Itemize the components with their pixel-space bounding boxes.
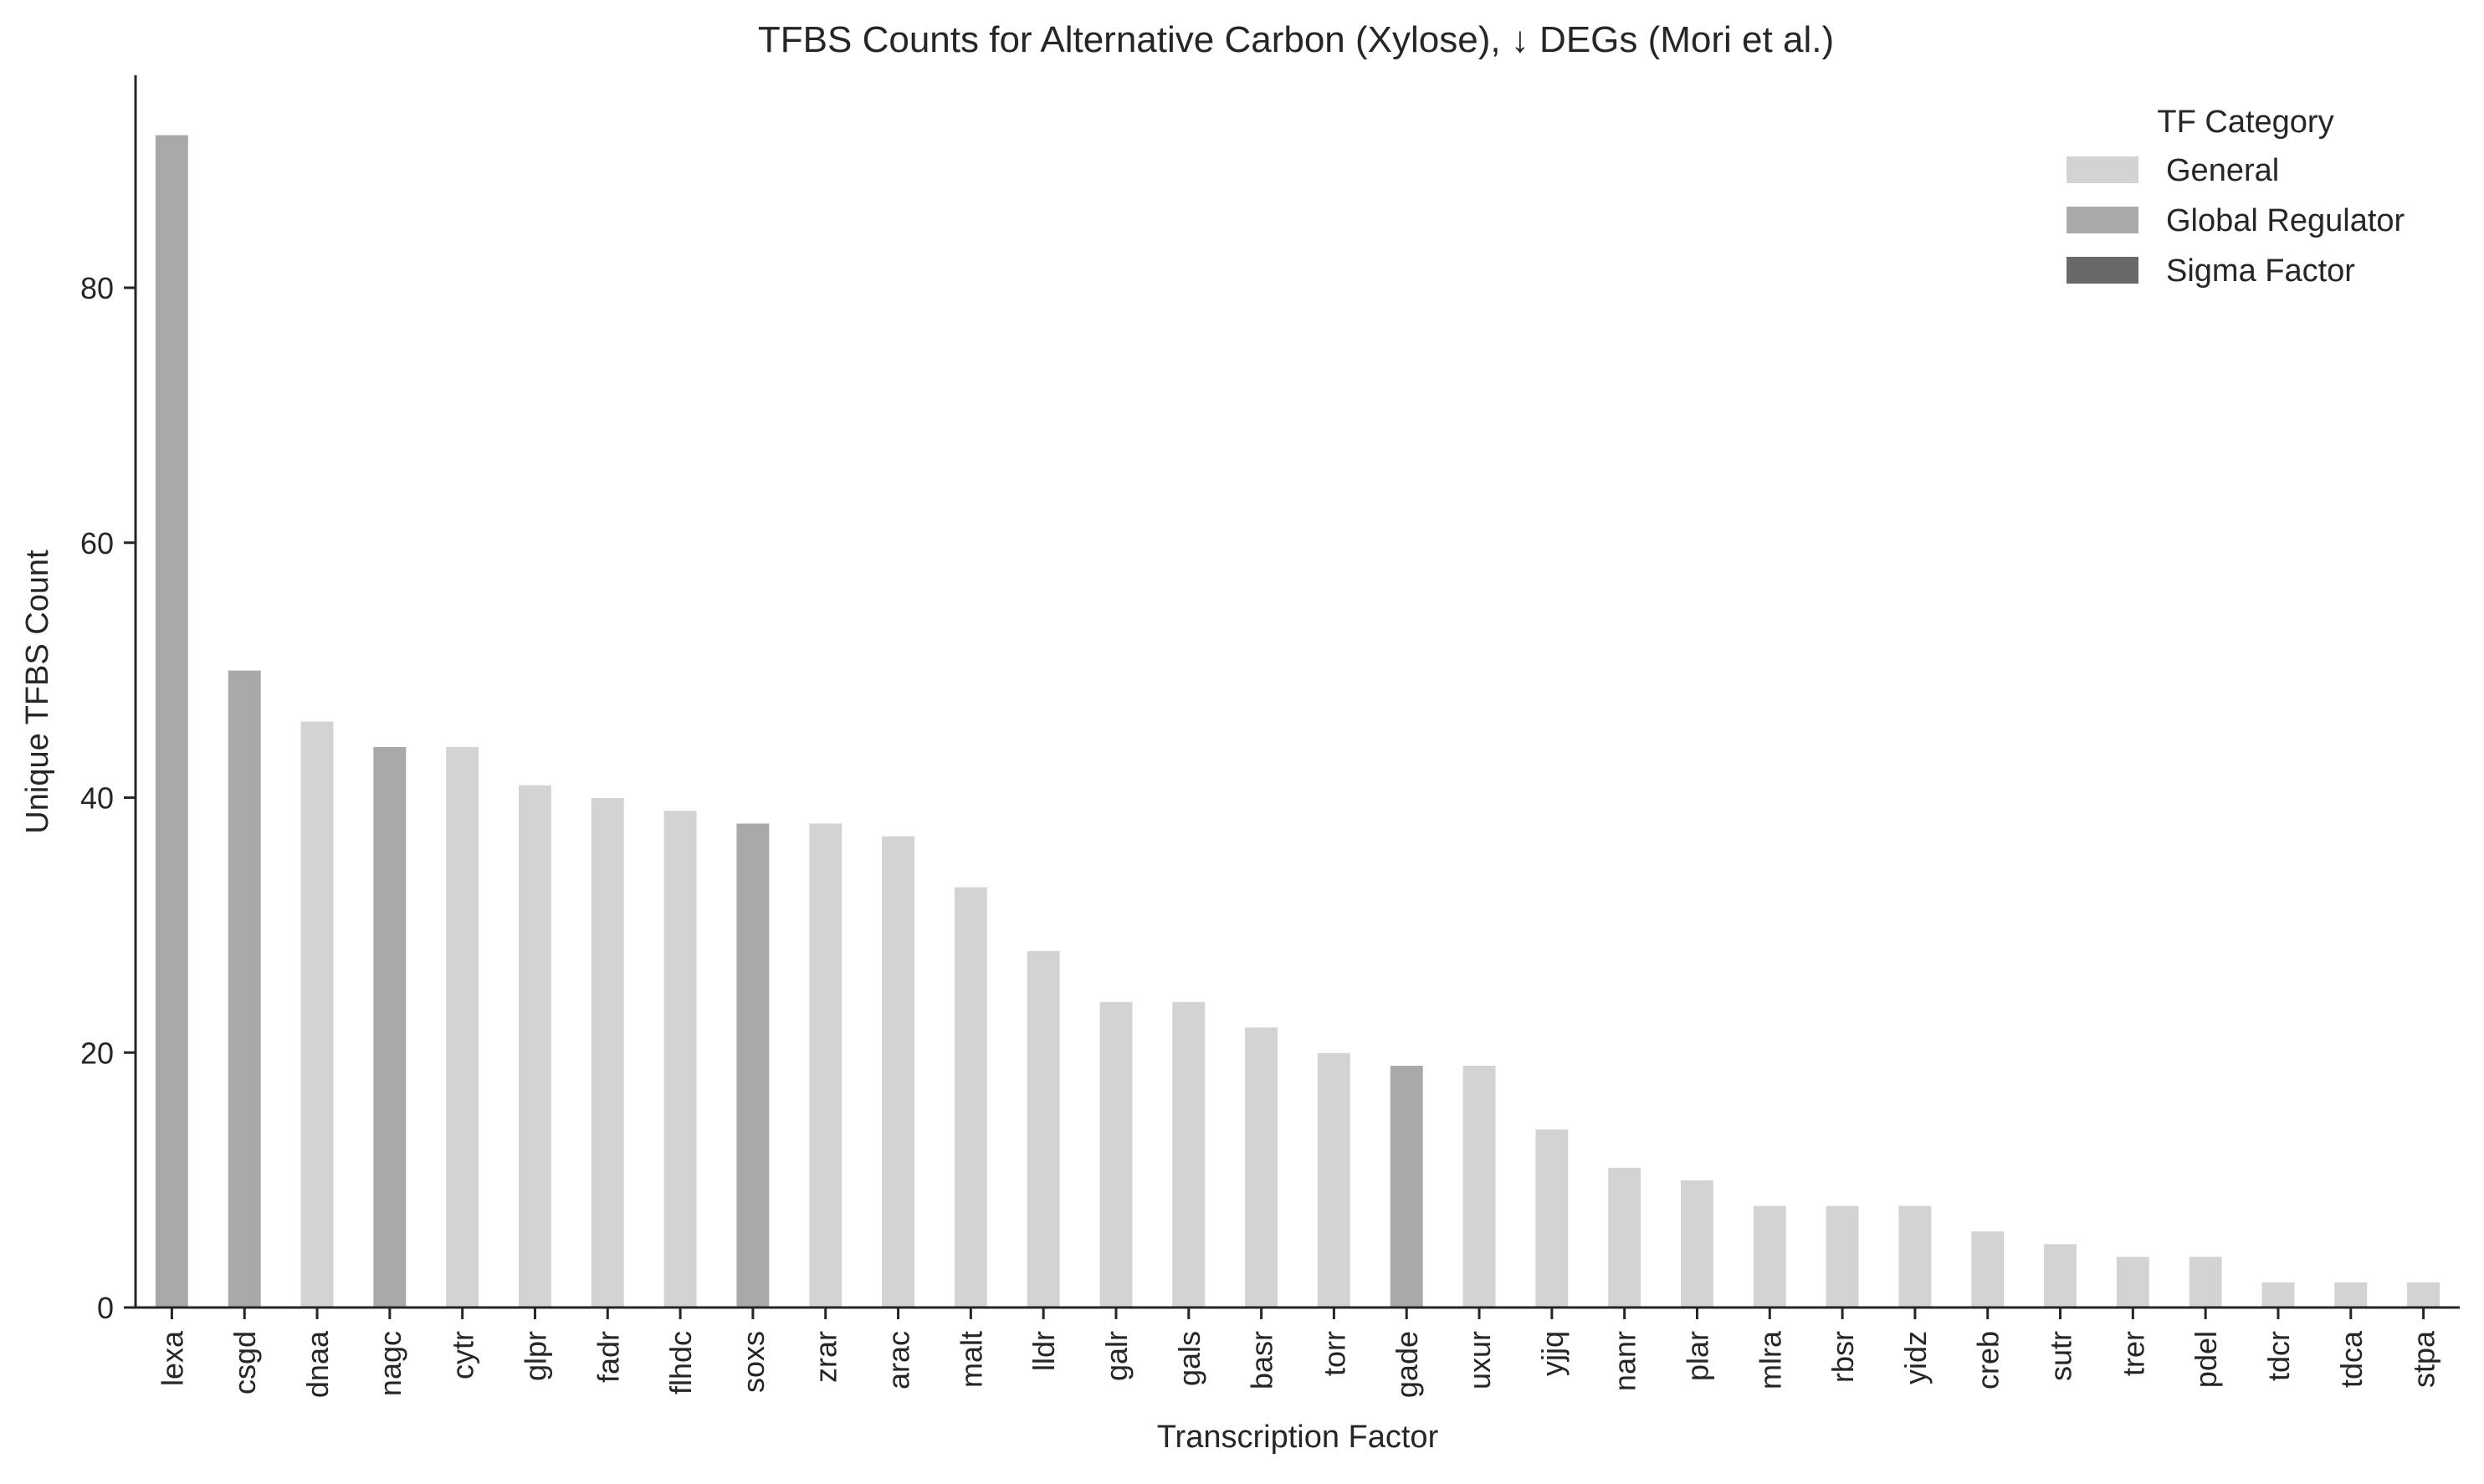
x-tick-label-malt: malt [954, 1331, 988, 1388]
x-tick-label-tdcr: tdcr [2261, 1331, 2296, 1381]
x-tick-label-arac: arac [882, 1331, 916, 1389]
x-tick-label-stpa: stpa [2407, 1330, 2441, 1388]
bars [154, 134, 2441, 1308]
bar-nanr [1607, 1166, 1642, 1308]
bar-pdel [2188, 1256, 2223, 1308]
bar-tdcr [2261, 1282, 2296, 1308]
bar-plar [1680, 1180, 1714, 1308]
axes [134, 75, 2460, 1309]
bar-trer [2115, 1256, 2150, 1308]
x-tick-label-creb: creb [1971, 1331, 2005, 1389]
legend: TF Category General Global Regulator Sigma… [2067, 105, 2405, 289]
x-ticks: lexa csgd dnaa nagc cytr glpr fadr flhdc soxs zra… [155, 1307, 2441, 1398]
bar-zrar [808, 822, 843, 1308]
x-tick-label-uxur: uxur [1462, 1331, 1497, 1389]
y-ticks: 0 20 40 60 80 [80, 271, 136, 1325]
bar-nagc [372, 746, 407, 1308]
x-tick-label-lexa: lexa [155, 1330, 189, 1386]
legend-label: General [2166, 153, 2279, 188]
bar-uxur [1462, 1065, 1497, 1308]
bar-arac [881, 835, 915, 1308]
bar-cytr [445, 746, 480, 1308]
bar-creb [1970, 1231, 2005, 1308]
bar-csgd [227, 669, 262, 1308]
bar-stpa [2406, 1282, 2441, 1308]
x-tick-label-sutr: sutr [2044, 1331, 2078, 1381]
bar-glpr [518, 784, 552, 1308]
legend-swatch [2067, 257, 2138, 284]
bar-lexa [154, 134, 189, 1308]
x-tick-label-torr: torr [1317, 1331, 1351, 1376]
x-tick-label-gals: gals [1172, 1331, 1206, 1386]
bar-tdca [2333, 1282, 2369, 1308]
x-tick-label-basr: basr [1245, 1331, 1279, 1389]
bar-soxs [735, 822, 771, 1308]
x-tick-label-dnaa: dnaa [300, 1330, 335, 1398]
legend-swatch [2067, 156, 2138, 183]
y-tick-label: 60 [80, 526, 114, 560]
bar-flhdc [663, 810, 698, 1308]
bar-galr [1099, 1000, 1134, 1308]
x-axis-label: Transcription Factor [1157, 1420, 1439, 1455]
bar-basr [1244, 1026, 1278, 1308]
bar-yidz [1898, 1205, 1933, 1308]
legend-label: Sigma Factor [2166, 253, 2355, 289]
bar-yjjq [1534, 1128, 1570, 1308]
x-tick-label-gade: gade [1390, 1331, 1424, 1398]
bar-fadr [590, 797, 625, 1308]
legend-label: Global Regulator [2166, 203, 2405, 238]
x-tick-label-nanr: nanr [1608, 1331, 1642, 1391]
x-tick-label-mlra: mlra [1753, 1330, 1787, 1389]
x-tick-label-plar: plar [1681, 1331, 1715, 1381]
bar-mlra [1752, 1205, 1787, 1308]
legend-title: TF Category [2157, 105, 2333, 140]
y-tick-label: 80 [80, 271, 114, 305]
y-tick-label: 0 [97, 1291, 114, 1325]
x-tick-label-pdel: pdel [2189, 1331, 2223, 1388]
x-tick-label-flhdc: flhdc [663, 1331, 698, 1394]
legend-swatch [2067, 207, 2138, 233]
x-tick-label-csgd: csgd [228, 1331, 262, 1394]
x-tick-label-fadr: fadr [591, 1331, 625, 1383]
y-tick-label: 40 [80, 781, 114, 816]
bar-gade [1389, 1065, 1424, 1308]
x-tick-label-rbsr: rbsr [1826, 1331, 1860, 1383]
legend-entries: General Global Regulator Sigma Factor [2067, 153, 2405, 289]
bar-sutr [2043, 1243, 2078, 1308]
bar-torr [1316, 1052, 1351, 1308]
x-tick-label-soxs: soxs [736, 1331, 771, 1393]
x-tick-label-glpr: glpr [519, 1331, 553, 1381]
bar-malt [953, 886, 988, 1308]
x-tick-label-lldr: lldr [1027, 1331, 1061, 1371]
bar-gals [1171, 1000, 1206, 1308]
x-tick-label-nagc: nagc [373, 1331, 407, 1396]
x-tick-label-galr: galr [1099, 1331, 1134, 1381]
bar-rbsr [1825, 1205, 1860, 1308]
x-tick-label-yidz: yidz [1898, 1331, 1933, 1384]
bar-dnaa [300, 720, 335, 1308]
x-tick-label-cytr: cytr [446, 1331, 480, 1379]
y-tick-label: 20 [80, 1036, 114, 1070]
x-tick-label-trer: trer [2116, 1331, 2150, 1376]
x-tick-label-yjjq: yjjq [1535, 1331, 1570, 1376]
bar-lldr [1026, 949, 1061, 1308]
chart-title: TFBS Counts for Alternative Carbon (Xylo… [758, 19, 1834, 60]
y-axis-label: Unique TFBS Count [20, 550, 55, 834]
x-tick-label-zrar: zrar [809, 1331, 843, 1383]
x-tick-label-tdca: tdca [2334, 1330, 2369, 1388]
